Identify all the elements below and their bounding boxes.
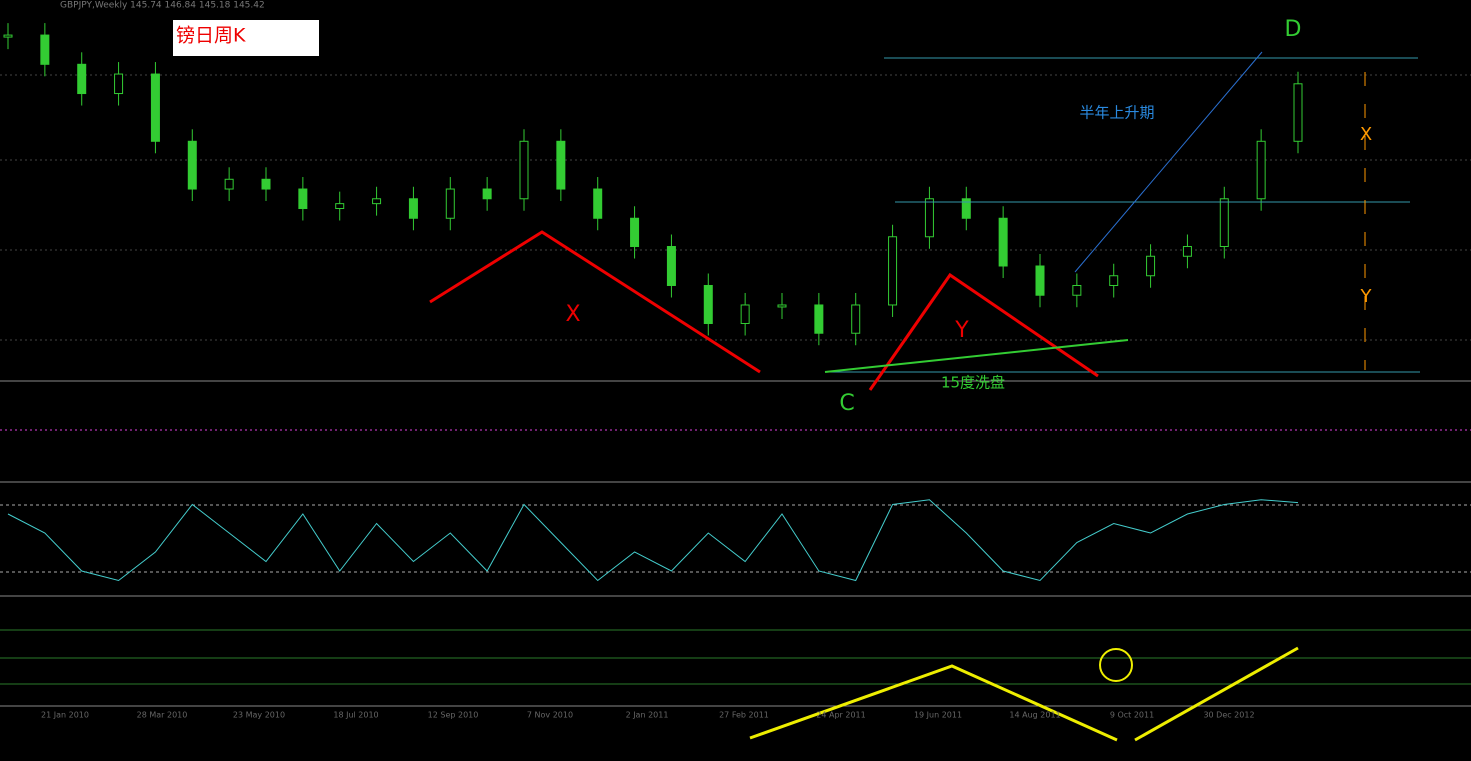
- candle: [224, 178, 234, 190]
- date-label: 2 Jan 2011: [626, 711, 669, 720]
- pattern-line: [429, 230, 761, 374]
- candle: [1146, 255, 1156, 277]
- candle: [482, 188, 492, 200]
- pattern-line: [1134, 646, 1299, 742]
- candle: [3, 34, 13, 38]
- label-x: X: [565, 302, 580, 327]
- candle: [1293, 83, 1303, 142]
- pattern-line: [868, 272, 1099, 391]
- candle: [408, 198, 418, 219]
- price-area: [3, 23, 1303, 346]
- candle: [630, 217, 640, 248]
- trend-line: [1074, 51, 1263, 273]
- date-axis: 21 Jan 2010 28 Mar 2010 23 May 2010 18 Jul …: [41, 711, 1255, 720]
- label-d: D: [1285, 17, 1302, 42]
- candle: [445, 188, 455, 219]
- candle: [1072, 284, 1082, 296]
- candle: [77, 63, 87, 95]
- title-box: [173, 20, 319, 56]
- date-label: 23 May 2010: [233, 711, 285, 720]
- oscillator: [7, 499, 1299, 582]
- candle: [666, 246, 676, 286]
- date-label: 12 Sep 2010: [428, 711, 479, 720]
- candle: [372, 198, 382, 205]
- title: 镑日周K: [176, 25, 246, 47]
- candle: [1035, 265, 1045, 296]
- candle: [187, 140, 197, 190]
- candle: [298, 188, 308, 210]
- date-label: 21 Jan 2010: [41, 711, 89, 720]
- candle: [1182, 246, 1192, 257]
- candle: [924, 198, 934, 238]
- label-c: C: [839, 391, 854, 416]
- date-label: 24 Apr 2011: [816, 711, 865, 720]
- header: GBPJPY,Weekly 145.74 146.84 145.18 145.4…: [60, 1, 265, 11]
- candle: [150, 73, 160, 142]
- date-label: 7 Nov 2010: [527, 711, 573, 720]
- candle: [1219, 198, 1229, 248]
- date-label: 18 Jul 2010: [333, 711, 378, 720]
- candle: [777, 304, 787, 308]
- highlight-circle: [1099, 648, 1133, 682]
- date-label: 27 Feb 2011: [719, 711, 769, 720]
- grid: [0, 74, 1471, 341]
- label-y: Y: [1360, 286, 1373, 307]
- label-x: X: [1360, 124, 1372, 145]
- oscillator-line: [7, 499, 1299, 582]
- candle: [888, 236, 898, 306]
- candle: [998, 217, 1008, 267]
- candle: [556, 140, 566, 190]
- candle: [261, 178, 271, 190]
- date-label: 9 Oct 2011: [1110, 711, 1154, 720]
- candle: [703, 284, 713, 324]
- candle: [593, 188, 603, 219]
- candle: [1109, 275, 1119, 286]
- candle: [740, 304, 750, 324]
- date-label: 30 Dec 2012: [1203, 711, 1254, 720]
- label-rise: 半年上升期: [1079, 104, 1154, 122]
- label-y: Y: [954, 318, 969, 343]
- candle: [40, 34, 50, 65]
- candle: [851, 304, 861, 334]
- candle: [961, 198, 971, 219]
- candle: [114, 73, 124, 95]
- date-label: 28 Mar 2010: [137, 711, 188, 720]
- support-line: [824, 339, 1129, 373]
- date-label: 19 Jun 2011: [914, 711, 962, 720]
- candle: [814, 304, 824, 334]
- pattern-line: [749, 664, 1118, 742]
- candle: [335, 203, 345, 210]
- candle: [1256, 140, 1266, 200]
- date-label: 14 Aug 2011: [1009, 711, 1060, 720]
- candle: [519, 140, 529, 200]
- label-wash: 15度洗盘: [941, 374, 1005, 392]
